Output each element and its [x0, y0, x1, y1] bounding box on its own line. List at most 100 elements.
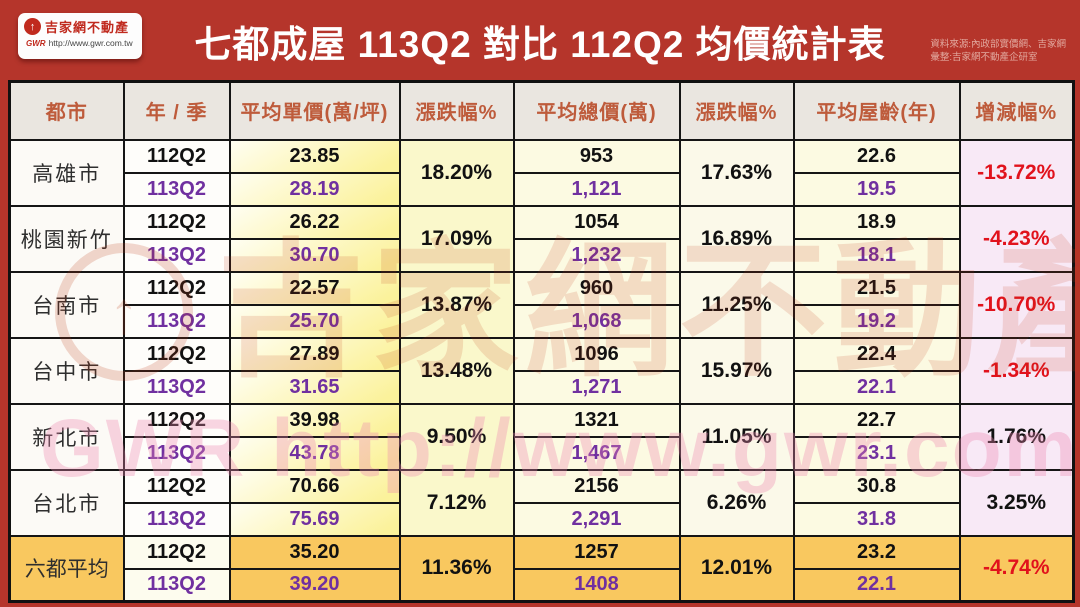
quarter-112-cell: 112Q2 [122, 402, 231, 438]
source-note-line2: 彙整:吉家網不動產企研室 [930, 51, 1038, 63]
table-header: 都市 年 / 季 平均單價(萬/坪) 漲跌幅% 平均總價(萬) 漲跌幅% 平均屋… [8, 80, 1075, 141]
age-change-cell: 3.25% [958, 468, 1075, 537]
total-price-112-cell: 960 [512, 270, 681, 306]
unit-price-113-cell: 31.65 [228, 369, 401, 405]
unit-change-cell: 11.36% [398, 534, 515, 603]
quarter-113-cell: 113Q2 [122, 567, 231, 603]
header-total-price: 平均總價(萬) [512, 80, 681, 141]
age-113-cell: 31.8 [792, 501, 961, 537]
age-112-cell: 18.9 [792, 204, 961, 240]
age-113-cell: 23.1 [792, 435, 961, 471]
unit-price-113-cell: 75.69 [228, 501, 401, 537]
header-city: 都市 [8, 80, 125, 141]
header-unit-change: 漲跌幅% [398, 80, 515, 141]
age-change-cell: 1.76% [958, 402, 1075, 471]
total-change-cell: 17.63% [678, 138, 795, 207]
total-price-113-cell: 1,271 [512, 369, 681, 405]
gwr-logo: ↑ 吉家網不動產 GWR http://www.gwr.com.tw [18, 13, 142, 59]
table-row: 113Q2 25.70 1,068 19.2 [10, 303, 1074, 339]
unit-change-cell: 7.12% [398, 468, 515, 537]
up-arrow-shield-icon: ↑ [24, 18, 41, 35]
city-cell: 台中市 [8, 336, 125, 405]
total-price-113-cell: 1,232 [512, 237, 681, 273]
age-112-cell: 22.6 [792, 138, 961, 174]
unit-change-cell: 18.20% [398, 138, 515, 207]
total-price-113-cell: 1408 [512, 567, 681, 603]
logo-bottom-row: GWR http://www.gwr.com.tw [24, 38, 136, 48]
table-row: 113Q2 28.19 1,121 19.5 [10, 171, 1074, 207]
age-112-cell: 22.7 [792, 402, 961, 438]
total-change-cell: 16.89% [678, 204, 795, 273]
header-age: 平均屋齡(年) [792, 80, 961, 141]
quarter-112-cell: 112Q2 [122, 270, 231, 306]
quarter-113-cell: 113Q2 [122, 501, 231, 537]
header: ↑ 吉家網不動產 GWR http://www.gwr.com.tw 七都成屋 … [0, 0, 1080, 80]
city-cell: 新北市 [8, 402, 125, 471]
quarter-113-cell: 113Q2 [122, 171, 231, 207]
table-row: 113Q2 31.65 1,271 22.1 [10, 369, 1074, 405]
table-row: 台中市 112Q2 27.89 13.48% 1096 15.97% 22.4 … [8, 336, 1075, 405]
total-change-cell: 6.26% [678, 468, 795, 537]
unit-price-113-cell: 28.19 [228, 171, 401, 207]
header-row: 都市 年 / 季 平均單價(萬/坪) 漲跌幅% 平均總價(萬) 漲跌幅% 平均屋… [8, 80, 1075, 141]
age-112-cell: 22.4 [792, 336, 961, 372]
table-row: 113Q2 75.69 2,291 31.8 [10, 501, 1074, 537]
total-price-112-cell: 953 [512, 138, 681, 174]
unit-price-112-cell: 70.66 [228, 468, 401, 504]
source-note: 資料來源:內政部實價網、吉家網 彙整:吉家網不動產企研室 [930, 39, 1066, 65]
total-price-112-cell: 1257 [512, 534, 681, 570]
total-price-112-cell: 1054 [512, 204, 681, 240]
page-title: 七都成屋 113Q2 對比 112Q2 均價統計表 [194, 24, 886, 65]
unit-change-cell: 13.48% [398, 336, 515, 405]
unit-price-112-cell: 23.85 [228, 138, 401, 174]
header-unit-price: 平均單價(萬/坪) [228, 80, 401, 141]
table-row: 六都平均 112Q2 35.20 11.36% 1257 12.01% 23.2… [8, 534, 1075, 603]
unit-change-cell: 13.87% [398, 270, 515, 339]
total-price-113-cell: 2,291 [512, 501, 681, 537]
age-112-cell: 21.5 [792, 270, 961, 306]
city-cell: 高雄市 [8, 138, 125, 207]
quarter-113-cell: 113Q2 [122, 435, 231, 471]
unit-price-112-cell: 39.98 [228, 402, 401, 438]
age-113-cell: 22.1 [792, 567, 961, 603]
logo-url-text: http://www.gwr.com.tw [48, 38, 133, 48]
quarter-112-cell: 112Q2 [122, 138, 231, 174]
quarter-113-cell: 113Q2 [122, 237, 231, 273]
quarter-113-cell: 113Q2 [122, 369, 231, 405]
age-113-cell: 19.2 [792, 303, 961, 339]
table-row: 台北市 112Q2 70.66 7.12% 2156 6.26% 30.8 3.… [8, 468, 1075, 537]
unit-price-112-cell: 35.20 [228, 534, 401, 570]
logo-company-name: 吉家網不動產 [45, 20, 130, 35]
total-change-cell: 15.97% [678, 336, 795, 405]
total-price-112-cell: 1096 [512, 336, 681, 372]
header-quarter: 年 / 季 [122, 80, 231, 141]
table-row: 高雄市 112Q2 23.85 18.20% 953 17.63% 22.6 -… [8, 138, 1075, 207]
total-change-cell: 11.05% [678, 402, 795, 471]
unit-change-cell: 17.09% [398, 204, 515, 273]
total-price-113-cell: 1,467 [512, 435, 681, 471]
age-112-cell: 30.8 [792, 468, 961, 504]
total-price-112-cell: 1321 [512, 402, 681, 438]
city-cell: 六都平均 [8, 534, 125, 603]
header-total-change: 漲跌幅% [678, 80, 795, 141]
unit-price-112-cell: 22.57 [228, 270, 401, 306]
city-cell: 台北市 [8, 468, 125, 537]
table-row: 113Q2 43.78 1,467 23.1 [10, 435, 1074, 471]
table-row: 新北市 112Q2 39.98 9.50% 1321 11.05% 22.7 1… [8, 402, 1075, 471]
unit-price-112-cell: 26.22 [228, 204, 401, 240]
city-cell: 台南市 [8, 270, 125, 339]
table-row: 113Q2 30.70 1,232 18.1 [10, 237, 1074, 273]
total-price-113-cell: 1,068 [512, 303, 681, 339]
logo-gwr-text: GWR [26, 39, 46, 48]
table-row: 台南市 112Q2 22.57 13.87% 960 11.25% 21.5 -… [8, 270, 1075, 339]
table-row: 桃園新竹 112Q2 26.22 17.09% 1054 16.89% 18.9… [8, 204, 1075, 273]
logo-top-row: ↑ 吉家網不動產 [24, 17, 136, 36]
age-113-cell: 18.1 [792, 237, 961, 273]
source-note-line1: 資料來源:內政部實價網、吉家網 [930, 39, 1066, 50]
age-112-cell: 23.2 [792, 534, 961, 570]
unit-price-112-cell: 27.89 [228, 336, 401, 372]
age-113-cell: 22.1 [792, 369, 961, 405]
age-change-cell: -1.34% [958, 336, 1075, 405]
quarter-112-cell: 112Q2 [122, 204, 231, 240]
